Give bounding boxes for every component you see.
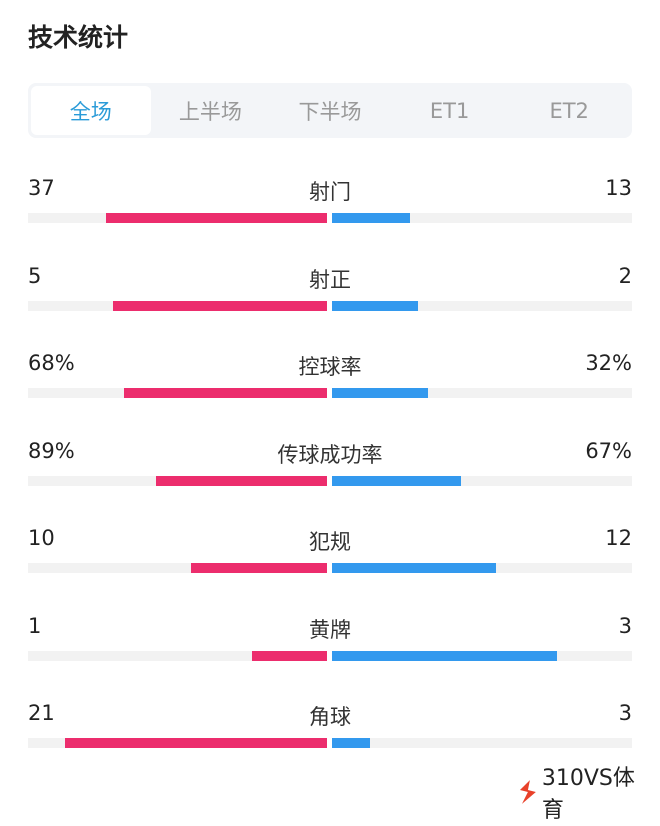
away-value: 67%	[585, 438, 632, 463]
home-bar-track	[28, 475, 327, 486]
stat-row: 68% 控球率 32%	[28, 351, 632, 411]
stat-label: 控球率	[298, 355, 362, 379]
home-bar-track	[28, 388, 327, 398]
home-value: 68%	[28, 351, 75, 375]
home-value: 10	[28, 526, 55, 550]
away-bar-track	[332, 650, 632, 661]
away-bar-track	[332, 475, 632, 486]
stat-label: 犯规	[309, 530, 351, 554]
stat-row: 37 射门 13	[28, 176, 632, 236]
stat-row: 5 射正 2	[28, 264, 632, 324]
stat-label: 黄牌	[309, 617, 351, 642]
home-bar	[65, 738, 327, 748]
tab-1[interactable]: 上半场	[178, 99, 242, 124]
away-bar	[332, 300, 418, 311]
away-bar-track	[332, 388, 632, 398]
away-value: 12	[605, 526, 632, 550]
home-value: 37	[28, 176, 55, 200]
logo-icon	[519, 780, 536, 804]
home-value: 21	[28, 701, 55, 725]
home-value: 5	[28, 263, 42, 288]
away-bar-track	[332, 213, 632, 223]
tab-0[interactable]: 全场	[31, 86, 151, 135]
home-bar	[105, 213, 327, 223]
away-bar	[332, 213, 410, 223]
away-bar-track	[332, 300, 632, 311]
away-bar	[332, 563, 496, 573]
home-bar-track	[28, 213, 327, 223]
home-bar	[113, 300, 327, 311]
watermark-text: 310VS体育	[541, 766, 635, 823]
home-value: 89%	[28, 438, 75, 463]
tab-2[interactable]: 下半场	[298, 99, 362, 124]
period-tabs: 全场 上半场 下半场 ET1 ET2	[28, 83, 632, 138]
stat-label: 射门	[309, 180, 351, 204]
away-bar	[332, 650, 557, 661]
away-value: 3	[618, 701, 632, 725]
stat-row: 21 角球 3	[28, 701, 632, 761]
stat-label: 传球成功率	[277, 442, 383, 467]
tab-3[interactable]: ET1	[429, 98, 470, 123]
home-bar	[156, 475, 327, 486]
home-bar	[252, 650, 327, 661]
stat-row: 10 犯规 12	[28, 526, 632, 586]
home-bar-track	[28, 563, 327, 573]
home-bar-track	[28, 738, 327, 748]
home-bar	[191, 563, 327, 573]
stat-label: 射正	[309, 267, 351, 292]
away-bar	[332, 738, 370, 748]
home-bar-track	[28, 300, 327, 311]
stat-row: 89% 传球成功率 67%	[28, 439, 632, 499]
away-value: 2	[618, 263, 632, 288]
watermark-logo: 310VS体育	[514, 758, 660, 826]
away-bar-track	[332, 563, 632, 573]
page-title: 技术统计	[28, 23, 129, 52]
away-bar	[332, 388, 428, 398]
away-value: 32%	[585, 351, 632, 375]
away-bar-track	[332, 738, 632, 748]
stat-label: 角球	[309, 705, 351, 729]
home-bar	[123, 388, 327, 398]
tab-4[interactable]: ET2	[549, 98, 589, 123]
away-bar	[332, 475, 461, 486]
home-value: 1	[28, 613, 42, 638]
away-value: 3	[618, 613, 632, 638]
stat-row: 1 黄牌 3	[28, 614, 632, 674]
away-value: 13	[605, 176, 632, 200]
home-bar-track	[28, 650, 327, 661]
